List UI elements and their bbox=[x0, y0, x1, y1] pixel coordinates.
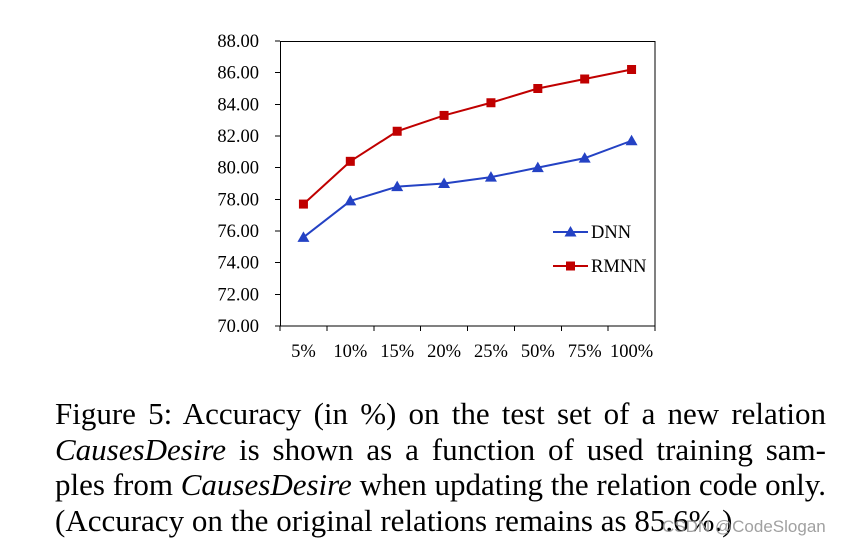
series-line-rmnn bbox=[302, 68, 632, 205]
y-tick-label: 84.00 bbox=[217, 95, 259, 115]
y-tick-label: 88.00 bbox=[217, 32, 259, 52]
figure-caption: Figure 5: Accuracy (in %) on the test se… bbox=[55, 396, 826, 538]
y-tick-label: 74.00 bbox=[217, 254, 259, 274]
caption-term: CausesDesire bbox=[180, 467, 352, 503]
data-point-dnn bbox=[438, 177, 451, 188]
y-tick-label: 80.00 bbox=[217, 159, 259, 179]
caption-text: is shown as a function of used training … bbox=[238, 431, 826, 467]
plot-area bbox=[280, 41, 656, 327]
legend-label-dnn: DNN bbox=[591, 223, 631, 243]
data-point-dnn bbox=[297, 231, 310, 242]
caption-term: CausesDesire bbox=[55, 431, 227, 467]
data-point-dnn bbox=[391, 180, 404, 192]
y-tick-label: 76.00 bbox=[217, 222, 259, 242]
legend: DNN RMNN bbox=[553, 223, 647, 277]
y-tick-label: 78.00 bbox=[217, 190, 259, 210]
x-tick-label: 20% bbox=[427, 342, 461, 362]
y-axis: 70.00 72.00 74.00 76.00 78.00 80.00 82.00 84.00… bbox=[217, 32, 280, 337]
caption-text: when updating the relation code only. bbox=[359, 467, 827, 503]
caption-text: ples from bbox=[55, 467, 173, 503]
series-layer bbox=[297, 65, 638, 242]
y-tick-label: 70.00 bbox=[217, 317, 259, 337]
data-point-rmnn bbox=[392, 126, 402, 136]
caption-line-4: (Accuracy on the original relations rema… bbox=[55, 502, 733, 538]
plot-frame bbox=[280, 41, 656, 327]
x-tick-label: 100% bbox=[610, 342, 653, 362]
x-tick-label: 50% bbox=[521, 342, 555, 362]
data-point-rmnn bbox=[533, 84, 543, 93]
series-rmnn bbox=[298, 65, 637, 209]
caption-line-1: Figure 5: Accuracy (in %) on the test se… bbox=[55, 396, 826, 431]
y-tick-label: 86.00 bbox=[217, 64, 259, 84]
data-point-dnn bbox=[344, 194, 357, 206]
x-tick-label: 15% bbox=[380, 342, 414, 362]
data-point-rmnn bbox=[627, 65, 637, 74]
caption-line-3: ples from CausesDesire when updating the… bbox=[55, 467, 826, 503]
data-point-rmnn bbox=[298, 199, 308, 209]
watermark: CSDN @CodeSlogan bbox=[662, 517, 826, 536]
data-point-dnn bbox=[531, 161, 544, 173]
x-tick-label: 75% bbox=[568, 342, 602, 362]
legend-label-rmnn: RMNN bbox=[591, 257, 647, 277]
series-line-dnn bbox=[302, 139, 632, 239]
data-point-dnn bbox=[625, 134, 638, 146]
x-tick-label: 10% bbox=[333, 342, 367, 362]
line-chart: 70.00 72.00 74.00 76.00 78.00 80.00 82.00 84.00… bbox=[217, 32, 656, 362]
x-tick-label: 25% bbox=[474, 342, 508, 362]
data-point-dnn bbox=[484, 171, 497, 182]
data-point-dnn bbox=[578, 152, 591, 163]
legend-entry-dnn: DNN bbox=[553, 223, 631, 243]
x-axis: 5% 10% 15% 20% 25% 50% 75% 100% bbox=[279, 326, 656, 362]
caption-line-2: CausesDesire is shown as a function of u… bbox=[55, 432, 826, 468]
y-tick-label: 82.00 bbox=[217, 127, 259, 147]
series-dnn bbox=[297, 134, 638, 242]
x-tick-label: 5% bbox=[291, 342, 316, 362]
legend-entry-rmnn: RMNN bbox=[553, 257, 647, 277]
data-point-rmnn bbox=[439, 110, 449, 120]
legend-marker-dnn bbox=[564, 226, 577, 237]
data-point-rmnn bbox=[345, 156, 355, 166]
legend-marker-rmnn bbox=[566, 261, 575, 271]
data-point-rmnn bbox=[486, 98, 496, 108]
y-tick-label: 72.00 bbox=[217, 285, 259, 305]
data-point-rmnn bbox=[580, 74, 590, 84]
